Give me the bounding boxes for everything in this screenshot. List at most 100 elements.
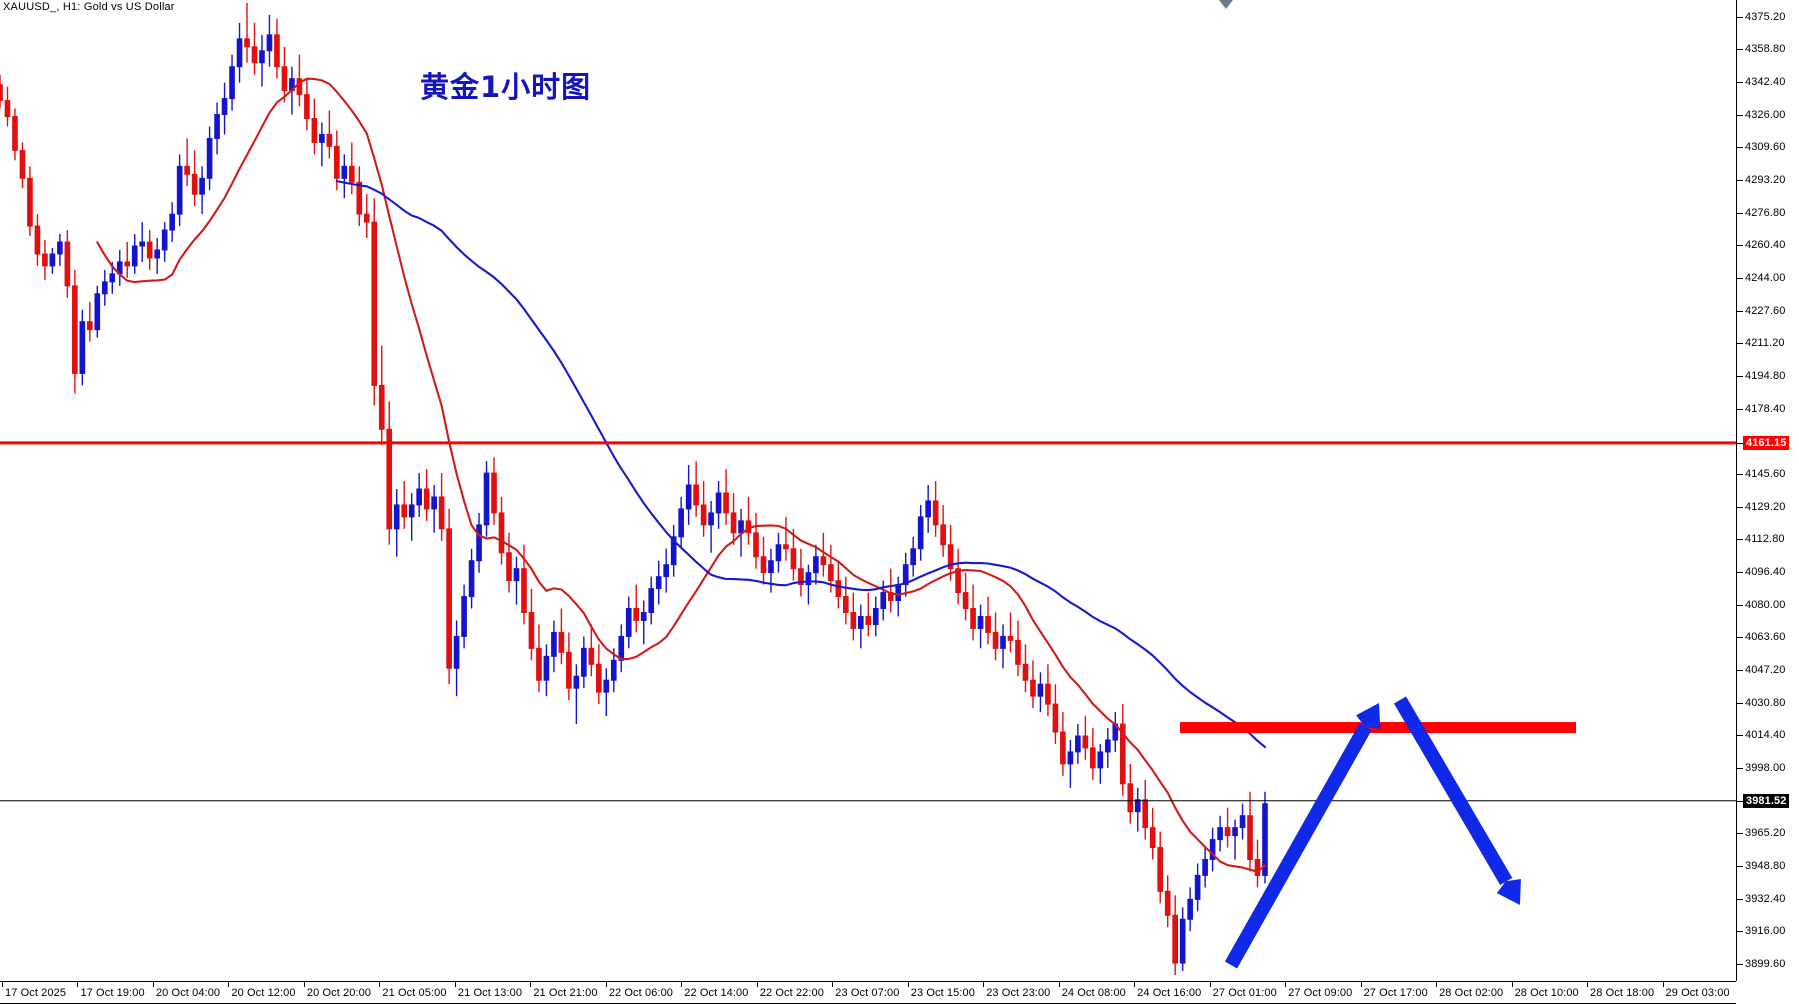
price-axis-tick xyxy=(1736,277,1743,279)
price-axis-tick xyxy=(1736,147,1743,149)
time-axis-tick xyxy=(1134,981,1136,987)
price-axis-tick xyxy=(1736,81,1743,83)
time-axis-label: 20 Oct 20:00 xyxy=(306,987,372,999)
price-axis-tick xyxy=(1736,473,1743,475)
time-axis-label: 23 Oct 15:00 xyxy=(910,987,975,999)
time-axis-label: 27 Oct 01:00 xyxy=(1212,987,1277,999)
time-axis-label: 27 Oct 09:00 xyxy=(1288,987,1353,999)
price-axis-label: 4260.40 xyxy=(1745,239,1786,252)
time-axis-tick xyxy=(1511,981,1513,987)
time-axis-label: 24 Oct 08:00 xyxy=(1061,987,1126,999)
time-axis-label: 17 Oct 2025 xyxy=(5,987,67,999)
time-axis-label: 22 Oct 22:00 xyxy=(759,987,824,999)
time-axis-tick xyxy=(2,981,3,987)
price-axis-label: 4063.60 xyxy=(1745,631,1786,644)
plot-area xyxy=(0,2,1736,976)
time-axis-tick xyxy=(832,981,834,987)
time-axis-tick xyxy=(152,981,154,987)
price-axis-tick xyxy=(1736,114,1743,116)
price-axis-label: 4358.80 xyxy=(1745,43,1786,56)
price-axis-tick xyxy=(1736,637,1743,639)
price-axis-label: 3916.00 xyxy=(1745,925,1786,938)
signal-price-tag: 4161.15 xyxy=(1743,435,1790,450)
price-axis-label: 4080.00 xyxy=(1745,598,1786,611)
price-axis: 4375.20 4358.80 4342.40 4326.00 4309.60 4293.… xyxy=(1736,0,1799,981)
price-axis-label: 4145.60 xyxy=(1745,467,1786,480)
price-axis-label: 4293.20 xyxy=(1745,173,1786,186)
price-axis-label: 4227.60 xyxy=(1745,304,1786,317)
time-axis-tick xyxy=(605,981,607,987)
price-axis-label: 4096.40 xyxy=(1745,565,1786,578)
time-axis-label: 24 Oct 16:00 xyxy=(1137,987,1202,999)
time-axis-tick xyxy=(1209,981,1211,987)
price-axis-tick xyxy=(1736,571,1743,573)
price-axis-label: 3965.20 xyxy=(1745,827,1786,840)
time-axis-tick xyxy=(1058,981,1060,987)
price-axis-tick xyxy=(1736,669,1743,671)
time-axis-label: 21 Oct 05:00 xyxy=(382,987,447,999)
time-axis-label: 27 Oct 17:00 xyxy=(1363,987,1428,999)
price-axis-label: 4014.40 xyxy=(1745,729,1786,742)
time-axis-tick xyxy=(681,981,683,987)
chart-canvas xyxy=(0,2,1736,976)
price-axis-label: 4030.80 xyxy=(1745,696,1786,709)
price-axis-tick xyxy=(1736,310,1743,312)
time-axis-label: 23 Oct 07:00 xyxy=(835,987,900,999)
time-axis-tick xyxy=(1360,981,1362,987)
price-axis-tick xyxy=(1736,833,1743,835)
price-axis-label: 3998.00 xyxy=(1745,761,1786,774)
time-axis-label: 22 Oct 14:00 xyxy=(684,987,749,999)
price-axis-tick xyxy=(1736,767,1743,769)
time-axis-label: 29 Oct 03:00 xyxy=(1665,987,1730,999)
price-axis-tick xyxy=(1736,800,1743,802)
price-axis-label: 4211.20 xyxy=(1745,337,1785,350)
time-axis-label: 23 Oct 23:00 xyxy=(986,987,1051,999)
price-axis-label: 4375.20 xyxy=(1745,10,1786,23)
price-axis-tick xyxy=(1736,702,1743,704)
price-axis-tick xyxy=(1736,375,1743,377)
price-axis-tick xyxy=(1736,16,1743,18)
price-axis-tick xyxy=(1736,245,1743,247)
time-axis-top-line xyxy=(0,981,1736,982)
price-axis-tick xyxy=(1736,49,1743,51)
price-axis-label: 4342.40 xyxy=(1745,75,1786,88)
price-axis-tick xyxy=(1736,735,1743,737)
price-axis-label: 4276.80 xyxy=(1745,206,1786,219)
price-axis-tick xyxy=(1736,931,1743,933)
price-axis-label: 4326.00 xyxy=(1745,108,1786,121)
time-axis-label: 28 Oct 10:00 xyxy=(1514,987,1579,999)
price-axis-tick xyxy=(1736,408,1743,410)
time-axis-tick xyxy=(1587,981,1589,987)
price-axis-tick xyxy=(1736,442,1743,444)
current-price-tag: 3981.52 xyxy=(1743,793,1790,808)
price-axis-tick xyxy=(1736,963,1743,965)
time-axis-tick xyxy=(379,981,381,987)
time-axis-tick xyxy=(907,981,909,987)
time-axis-tick xyxy=(1285,981,1287,987)
time-axis-label: 21 Oct 13:00 xyxy=(457,987,523,999)
price-axis-tick xyxy=(1736,865,1743,867)
price-axis-label: 4129.20 xyxy=(1745,500,1786,513)
price-axis-tick xyxy=(1736,212,1743,214)
price-axis-label: 4178.40 xyxy=(1745,402,1786,415)
time-axis-tick xyxy=(303,981,305,987)
time-axis-tick xyxy=(228,981,230,987)
price-axis-line xyxy=(1736,0,1737,981)
price-axis-label: 3948.80 xyxy=(1745,859,1786,872)
price-axis-tick xyxy=(1736,343,1743,345)
price-axis-tick xyxy=(1736,539,1743,541)
price-axis-label: 4047.20 xyxy=(1745,663,1786,676)
time-axis-tick xyxy=(77,981,79,987)
price-axis-tick xyxy=(1736,179,1743,181)
time-axis-label: 20 Oct 12:00 xyxy=(231,987,296,999)
price-axis-label: 4309.60 xyxy=(1745,141,1786,154)
time-axis-tick xyxy=(454,981,456,987)
time-axis-tick xyxy=(756,981,758,987)
symbol-title: XAUUSD_, H1: Gold vs US Dollar xyxy=(3,1,175,13)
price-axis-tick xyxy=(1736,506,1743,508)
price-axis-label: 4244.00 xyxy=(1745,271,1786,284)
time-axis-label: 22 Oct 06:00 xyxy=(608,987,673,999)
time-axis-tick xyxy=(1662,981,1664,987)
